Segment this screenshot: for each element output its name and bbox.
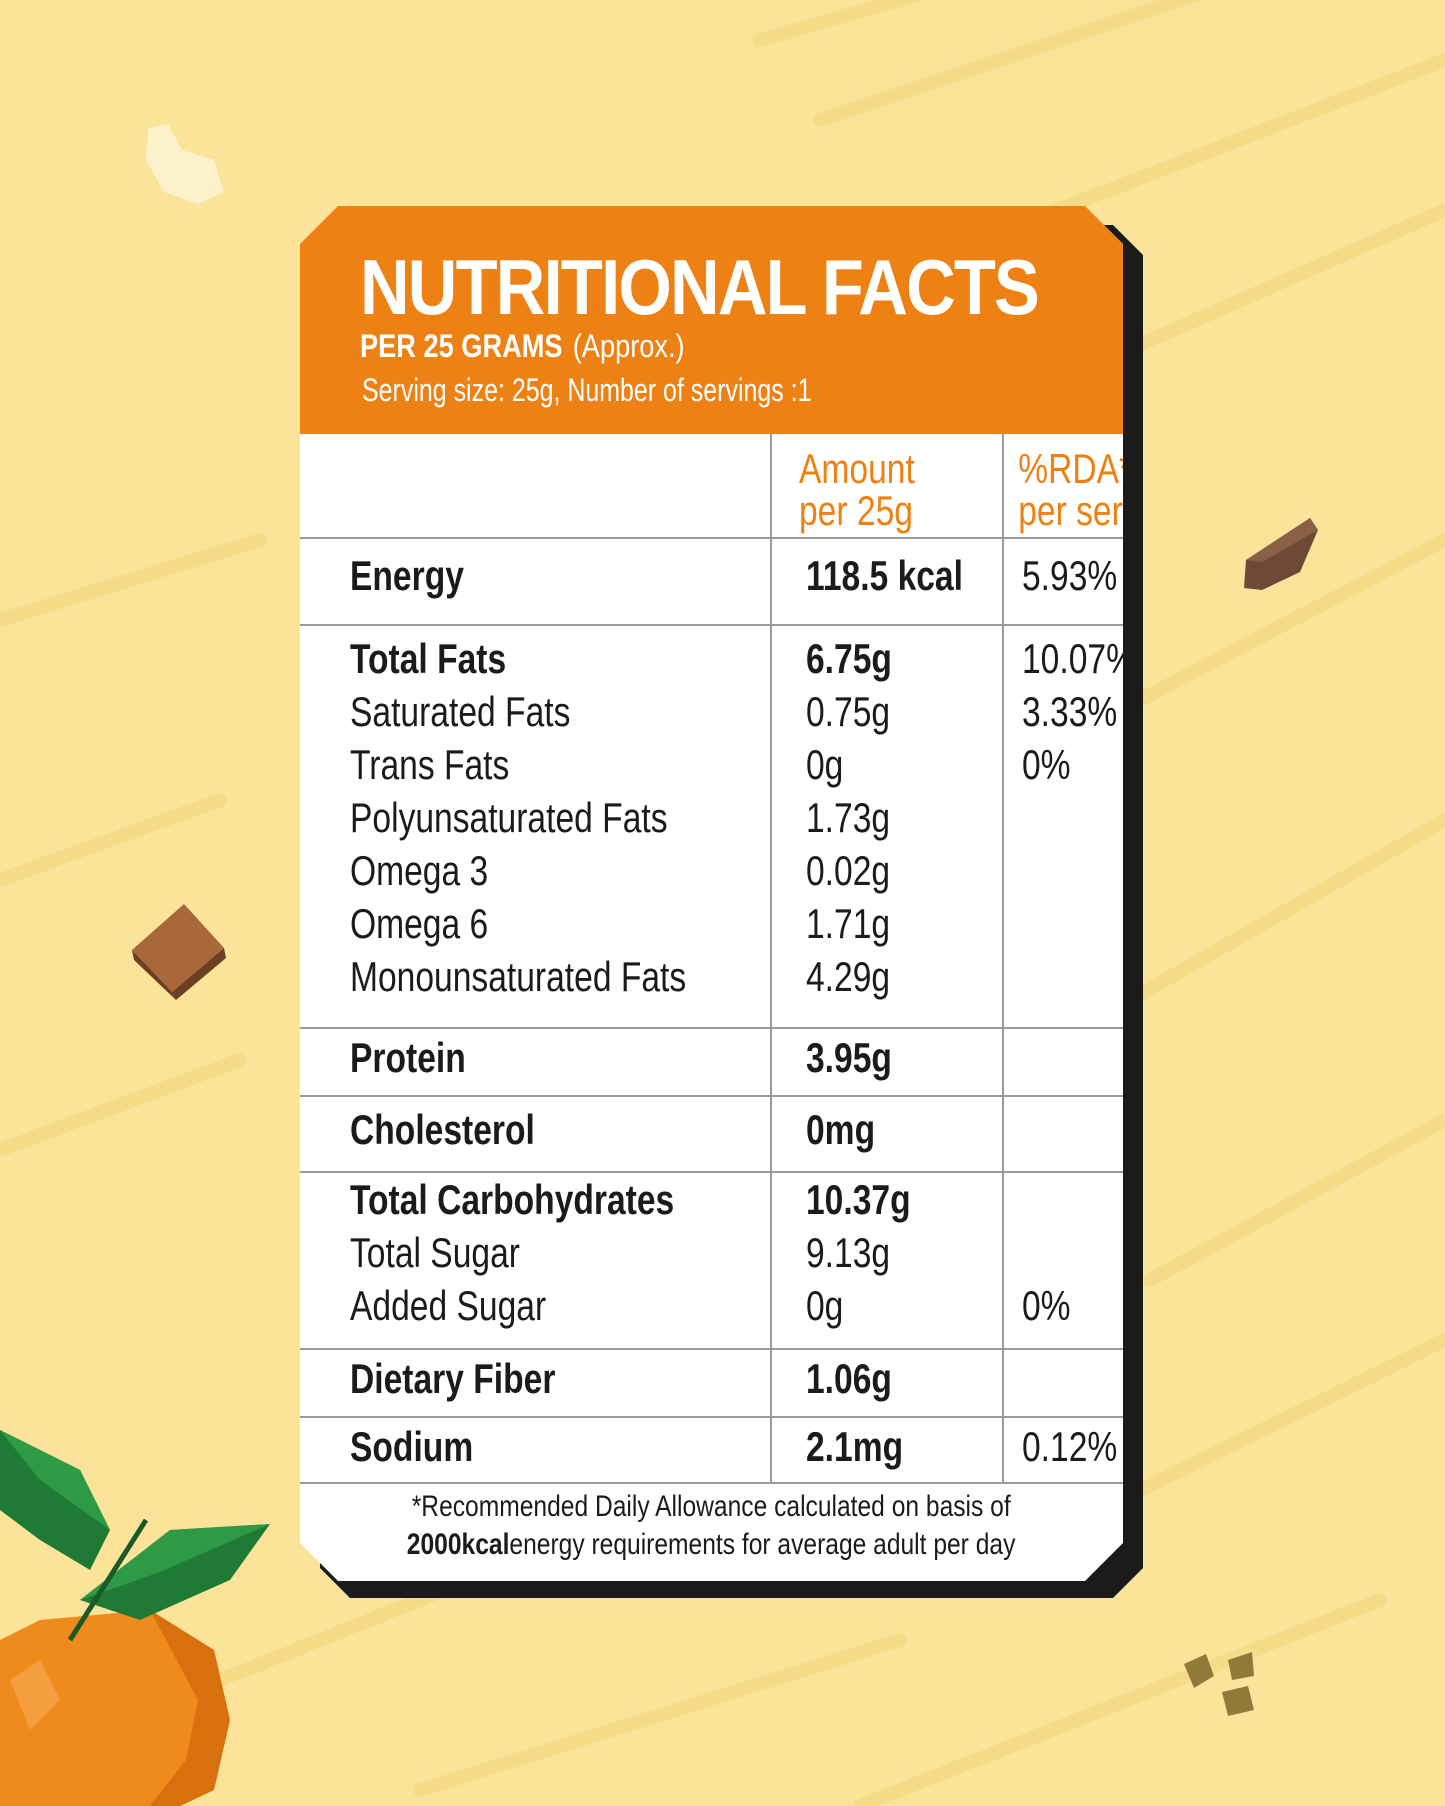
monounsaturated-fats-amount: 4.29g <box>806 953 891 1000</box>
omega6-label: Omega 6 <box>350 900 489 947</box>
total-fats-rda: 10.07% <box>1022 635 1137 682</box>
trans-fats-rda: 0% <box>1022 741 1072 788</box>
cholesterol-name-cell: Cholesterol <box>300 1096 772 1173</box>
rda-header-line2: per serve <box>1018 487 1159 534</box>
nutrition-table: Amount per 25g %RDA* per serve Energy 11… <box>300 434 1159 1484</box>
footnote-kcal: 2000kcal <box>407 1528 510 1561</box>
omega6-amount: 1.71g <box>806 900 891 947</box>
table-row-fats: Total Fats Saturated Fats Trans Fats Pol… <box>300 625 1137 1029</box>
fiber-rda-cell <box>1002 1349 1123 1418</box>
dietary-fiber-label: Dietary Fiber <box>350 1355 556 1402</box>
sodium-name-cell: Sodium <box>300 1417 772 1484</box>
sodium-label: Sodium <box>350 1423 474 1470</box>
protein-amount: 3.95g <box>806 1034 893 1081</box>
trans-fats-amount: 0g <box>806 741 844 788</box>
footnote: *Recommended Daily Allowance calculated … <box>300 1488 1123 1564</box>
dietary-fiber-amount: 1.06g <box>806 1355 893 1402</box>
fiber-amount-cell: 1.06g <box>770 1349 1004 1418</box>
total-fats-label: Total Fats <box>350 635 507 682</box>
protein-label: Protein <box>350 1034 466 1081</box>
energy-name-cell: Energy <box>300 538 772 626</box>
energy-rda: 5.93% <box>1022 552 1118 599</box>
cholesterol-amount: 0mg <box>806 1106 876 1153</box>
table-row-fiber: Dietary Fiber 1.06g <box>300 1349 1123 1418</box>
total-carbohydrates-amount: 10.37g <box>806 1176 911 1223</box>
serving-info: Serving size: 25g, Number of servings :1 <box>362 372 812 408</box>
table-row-carbohydrates: Total Carbohydrates Total Sugar Added Su… <box>300 1172 1123 1350</box>
added-sugar-rda: 0% <box>1022 1282 1072 1329</box>
footnote-line2-rest: energy requirements for average adult pe… <box>509 1528 1016 1561</box>
polyunsaturated-fats-amount: 1.73g <box>806 794 891 841</box>
sodium-amount: 2.1mg <box>806 1423 904 1470</box>
card-header: NUTRITIONAL FACTS PER 25 GRAMS (Approx.) … <box>300 206 1123 434</box>
protein-rda-cell <box>1002 1028 1123 1097</box>
saturated-fats-rda: 3.33% <box>1022 688 1118 735</box>
polyunsaturated-fats-label: Polyunsaturated Fats <box>350 794 668 841</box>
omega3-amount: 0.02g <box>806 847 891 894</box>
energy-amount-cell: 118.5 kcal <box>770 538 1004 626</box>
carbs-name-cell: Total Carbohydrates Total Sugar Added Su… <box>300 1172 772 1350</box>
table-row-energy: Energy 118.5 kcal 5.93% <box>300 538 1123 626</box>
per-grams-label: PER 25 GRAMS (Approx.) <box>360 328 685 365</box>
rda-header-line1: %RDA* <box>1018 445 1133 492</box>
footnote-line2: 2000kcal energy requirements for average… <box>407 1526 1016 1564</box>
per-grams-text: PER 25 GRAMS <box>360 328 563 364</box>
added-sugar-amount: 0g <box>806 1282 844 1329</box>
cholesterol-label: Cholesterol <box>350 1106 535 1153</box>
sodium-rda: 0.12% <box>1022 1423 1118 1470</box>
fiber-name-cell: Dietary Fiber <box>300 1349 772 1418</box>
total-carbohydrates-label: Total Carbohydrates <box>350 1176 675 1223</box>
table-row-sodium: Sodium 2.1mg 0.12% <box>300 1417 1123 1484</box>
carbs-amount-cell: 10.37g 9.13g 0g <box>770 1172 1004 1350</box>
protein-amount-cell: 3.95g <box>770 1028 1004 1097</box>
total-fats-amount: 6.75g <box>806 635 893 682</box>
monounsaturated-fats-label: Monounsaturated Fats <box>350 953 687 1000</box>
nutrition-card: NUTRITIONAL FACTS PER 25 GRAMS (Approx.) … <box>300 206 1123 1581</box>
energy-amount: 118.5 kcal <box>806 552 964 599</box>
amount-header-line1: Amount <box>799 445 916 492</box>
table-row-protein: Protein 3.95g <box>300 1028 1123 1097</box>
amount-header-line2: per 25g <box>799 487 914 534</box>
fats-rda-cell: 10.07% 3.33% 0% <box>1002 625 1137 1029</box>
saturated-fats-amount: 0.75g <box>806 688 891 735</box>
energy-rda-cell: 5.93% <box>1002 538 1123 626</box>
sodium-rda-cell: 0.12% <box>1002 1417 1123 1484</box>
protein-name-cell: Protein <box>300 1028 772 1097</box>
total-sugar-amount: 9.13g <box>806 1229 891 1276</box>
saturated-fats-label: Saturated Fats <box>350 688 571 735</box>
fats-amount-cell: 6.75g 0.75g 0g 1.73g 0.02g 1.71g 4.29g <box>770 625 1004 1029</box>
rda-column-header: %RDA* per serve <box>1002 434 1159 539</box>
added-sugar-label: Added Sugar <box>350 1282 547 1329</box>
energy-label: Energy <box>350 552 464 599</box>
total-sugar-label: Total Sugar <box>350 1229 520 1276</box>
trans-fats-label: Trans Fats <box>350 741 510 788</box>
page-title: NUTRITIONAL FACTS <box>360 243 1040 331</box>
table-header-row: Amount per 25g %RDA* per serve <box>300 434 1159 539</box>
amount-column-header: Amount per 25g <box>770 434 958 539</box>
fats-name-cell: Total Fats Saturated Fats Trans Fats Pol… <box>300 625 772 1029</box>
approx-label: (Approx.) <box>572 328 685 364</box>
carbs-rda-cell: 0% <box>1002 1172 1123 1350</box>
header-cell-empty <box>300 434 772 539</box>
table-row-cholesterol: Cholesterol 0mg <box>300 1096 1123 1173</box>
footnote-line1: *Recommended Daily Allowance calculated … <box>412 1490 1011 1523</box>
omega3-label: Omega 3 <box>350 847 489 894</box>
cholesterol-amount-cell: 0mg <box>770 1096 1004 1173</box>
cholesterol-rda-cell <box>1002 1096 1123 1173</box>
sodium-amount-cell: 2.1mg <box>770 1417 1004 1484</box>
